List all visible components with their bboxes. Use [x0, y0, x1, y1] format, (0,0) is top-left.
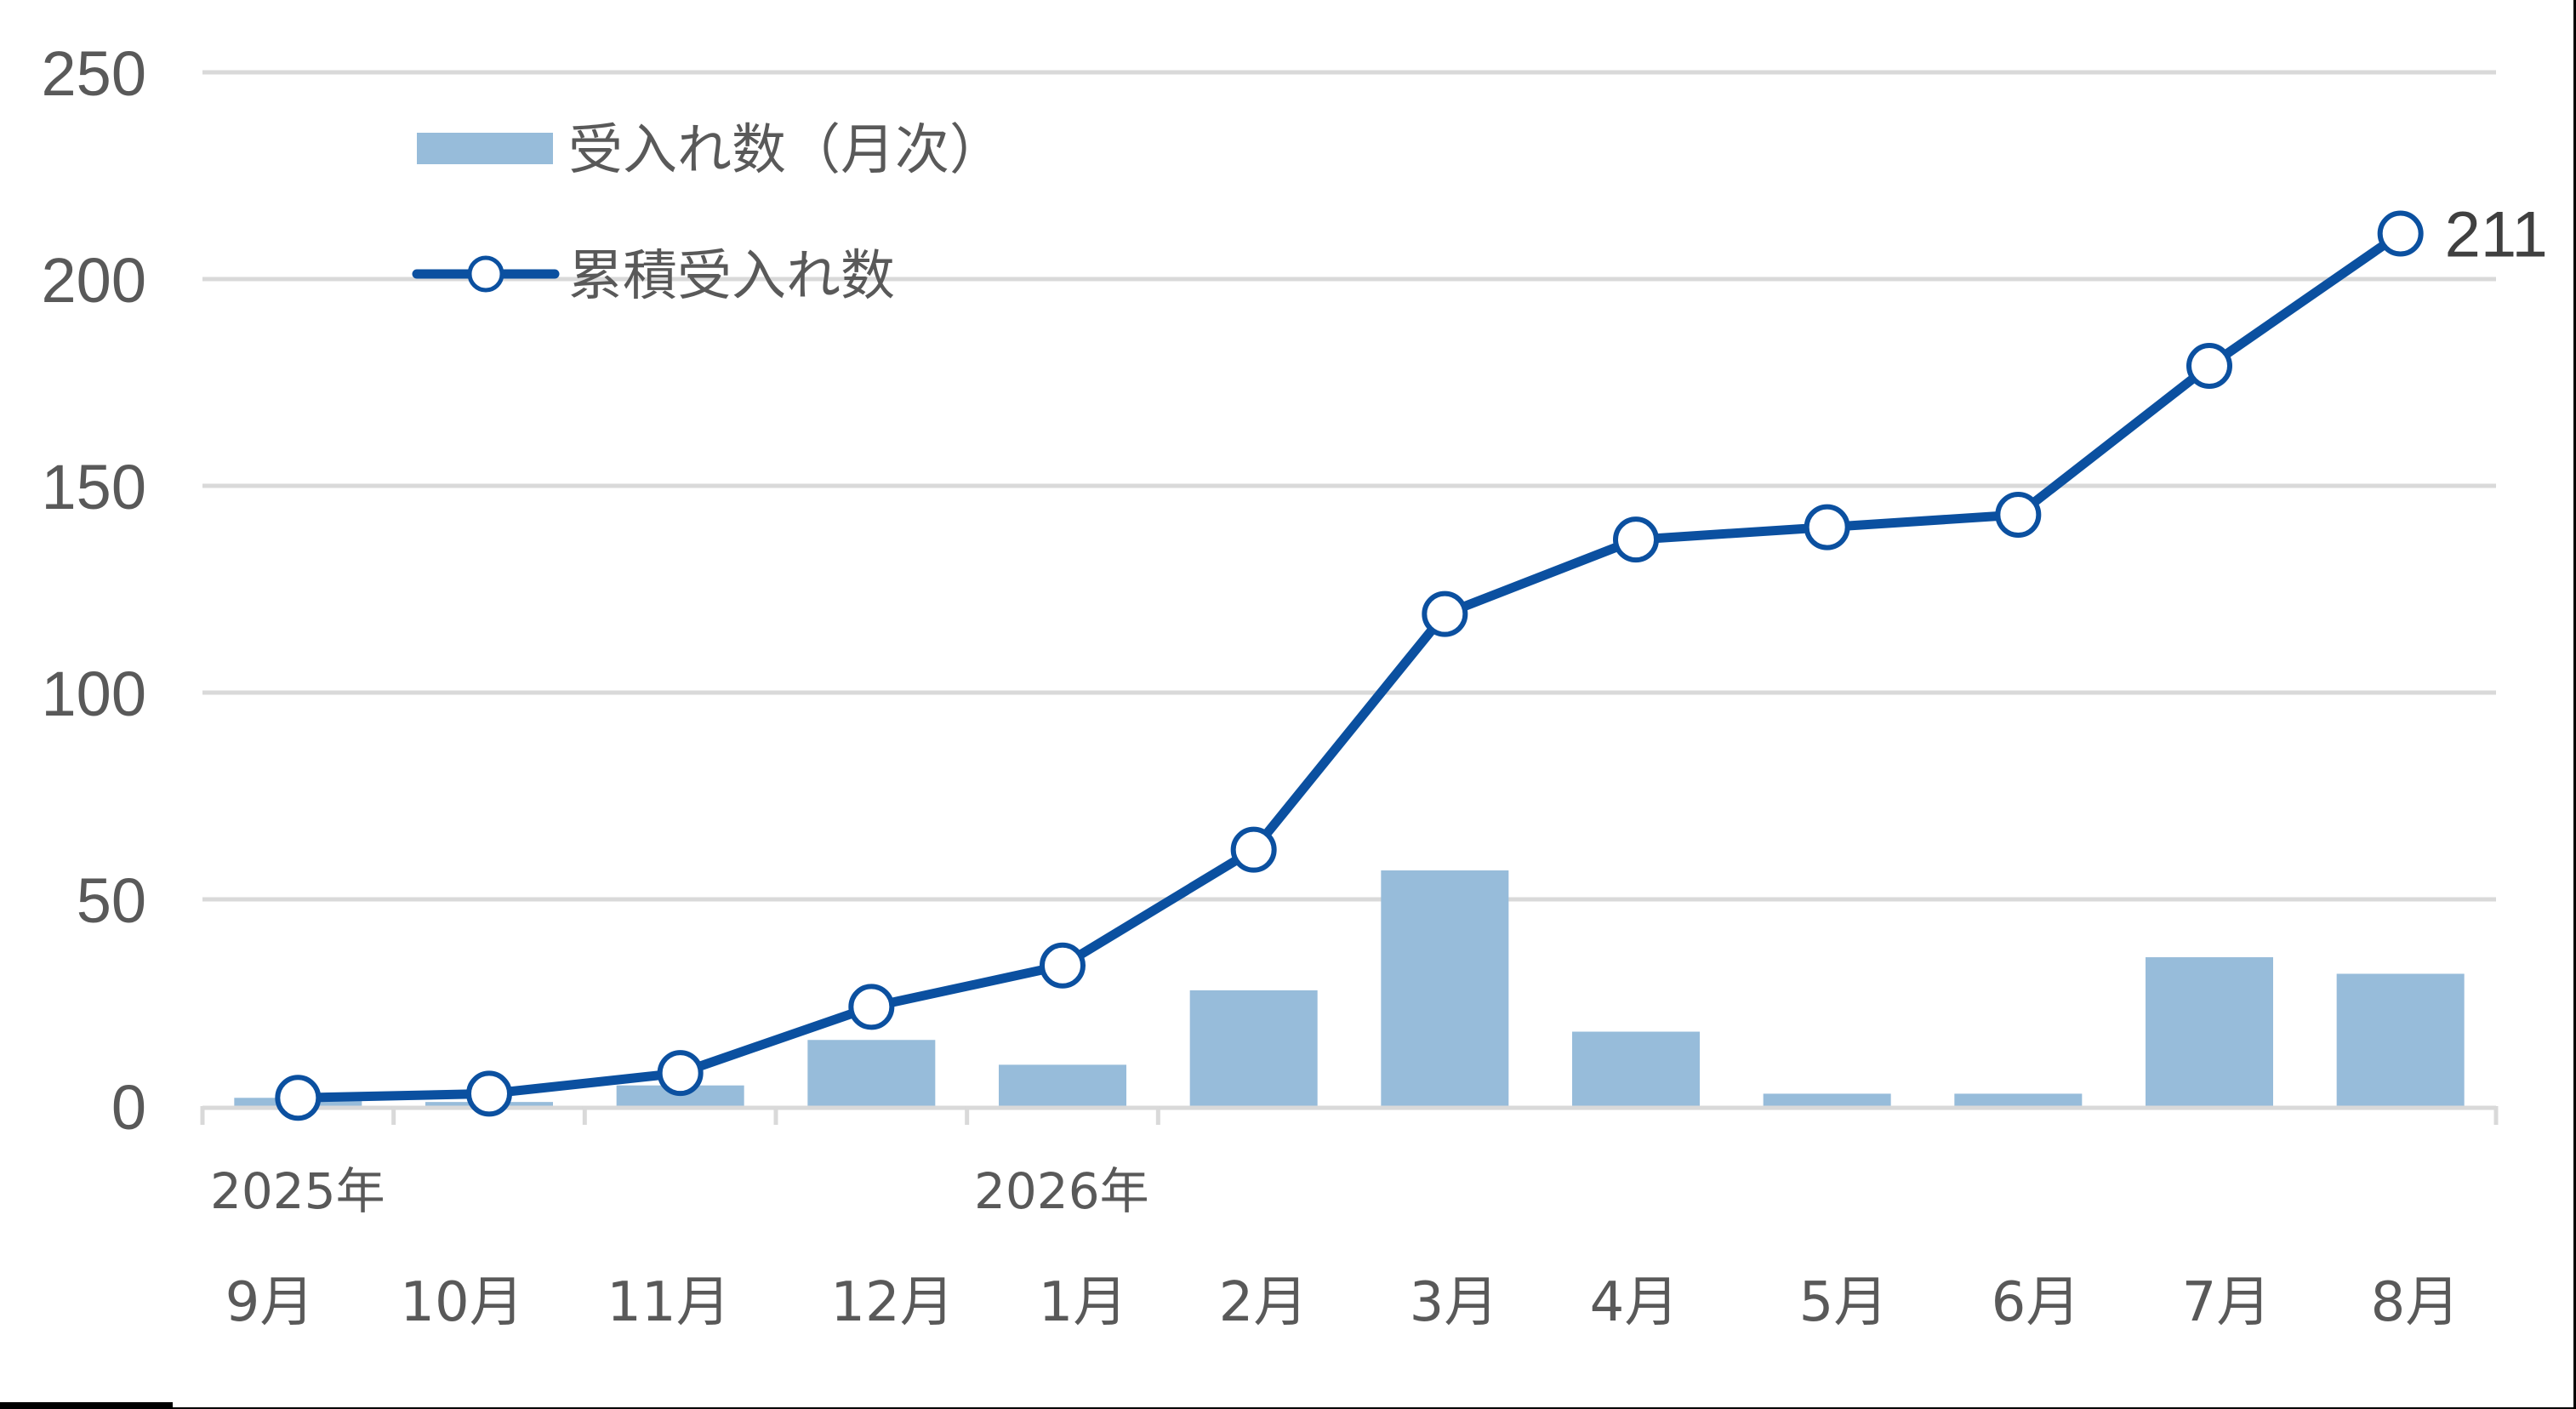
- bar[interactable]: [2336, 973, 2465, 1106]
- y-tick-label: 0: [111, 1072, 146, 1143]
- line-marker-circle-icon[interactable]: [1995, 492, 2042, 539]
- line-marker-circle-icon[interactable]: [466, 1070, 512, 1117]
- x-tick-label-month: 7月: [2182, 1271, 2271, 1334]
- bar[interactable]: [807, 1040, 936, 1106]
- x-tick-label-year: 2026年: [974, 1162, 1149, 1220]
- x-tick-label-month: 1月: [1039, 1271, 1128, 1334]
- gridlines: [202, 70, 2496, 902]
- line-marker-circle-icon[interactable]: [1230, 826, 1277, 873]
- bar[interactable]: [1572, 1031, 1700, 1106]
- x-tick-label-month: 10月: [400, 1271, 523, 1334]
- x-tick-label-month: 2月: [1219, 1271, 1308, 1334]
- frame-border-right: [2573, 0, 2576, 1409]
- x-tick-label-month: 5月: [1799, 1271, 1889, 1334]
- line-marker-circle-icon[interactable]: [2186, 343, 2232, 390]
- legend-label-monthly: 受入れ数（月次）: [568, 119, 1004, 182]
- x-tick-label-year: 2025年: [210, 1162, 385, 1220]
- y-tick-label: 250: [42, 38, 146, 109]
- y-tick-label: 150: [42, 452, 146, 522]
- cumulative-line: [298, 230, 2403, 1103]
- y-tick-label: 200: [42, 245, 146, 316]
- legend-item-cumulative[interactable]: 累積受入れ数: [412, 245, 895, 308]
- y-axis-labels: 0 50 100 150 200 250: [42, 38, 146, 1143]
- data-label-final-cumulative: 211: [2445, 199, 2548, 271]
- line-marker-circle-icon[interactable]: [1804, 504, 1850, 550]
- x-tick-label-month: 8月: [2371, 1271, 2460, 1334]
- frame-border-bottom: [173, 1407, 2576, 1409]
- x-axis: [200, 1105, 2499, 1125]
- legend-label-cumulative: 累積受入れ数: [568, 245, 895, 308]
- x-axis-month-labels: 9月 10月 11月 12月 1月 2月 3月 4月 5月 6月 7月 8月: [225, 1271, 2460, 1334]
- x-axis-year-labels: 2025年 2026年: [210, 1162, 1149, 1220]
- x-tick-label-month: 12月: [830, 1271, 954, 1334]
- line-marker-circle-icon[interactable]: [275, 1075, 322, 1121]
- line-series-cumulative: [275, 210, 2424, 1121]
- line-marker-circle-icon[interactable]: [1613, 516, 1659, 563]
- y-tick-label: 50: [77, 865, 146, 936]
- x-tick-label-month: 4月: [1590, 1271, 1679, 1334]
- frame-border-bottom-thick: [0, 1402, 173, 1409]
- x-tick-label-month: 9月: [225, 1271, 315, 1334]
- line-marker-circle-icon[interactable]: [848, 984, 895, 1030]
- x-tick-label-month: 3月: [1410, 1271, 1499, 1334]
- data-labels: 211: [2445, 199, 2548, 271]
- bar[interactable]: [999, 1064, 1126, 1106]
- x-tick-label-month: 11月: [607, 1271, 730, 1334]
- legend: 受入れ数（月次） 累積受入れ数: [412, 119, 1004, 308]
- bar-series-monthly: [234, 870, 2465, 1106]
- bar[interactable]: [1954, 1093, 2083, 1106]
- bar[interactable]: [1189, 990, 1318, 1106]
- legend-marker-icon: [467, 255, 504, 293]
- line-marker-circle-icon[interactable]: [1422, 590, 1468, 637]
- line-marker-circle-icon[interactable]: [1040, 942, 1086, 989]
- line-marker-circle-icon[interactable]: [2377, 210, 2424, 257]
- bar[interactable]: [1763, 1093, 1891, 1106]
- x-tick-label-month: 6月: [1992, 1271, 2081, 1334]
- legend-item-monthly[interactable]: 受入れ数（月次）: [417, 119, 1004, 182]
- line-marker-circle-icon[interactable]: [657, 1050, 704, 1097]
- bar[interactable]: [2146, 957, 2273, 1106]
- y-tick-label: 100: [42, 659, 146, 729]
- legend-bar-swatch-icon: [417, 133, 553, 164]
- bar[interactable]: [1381, 870, 1509, 1106]
